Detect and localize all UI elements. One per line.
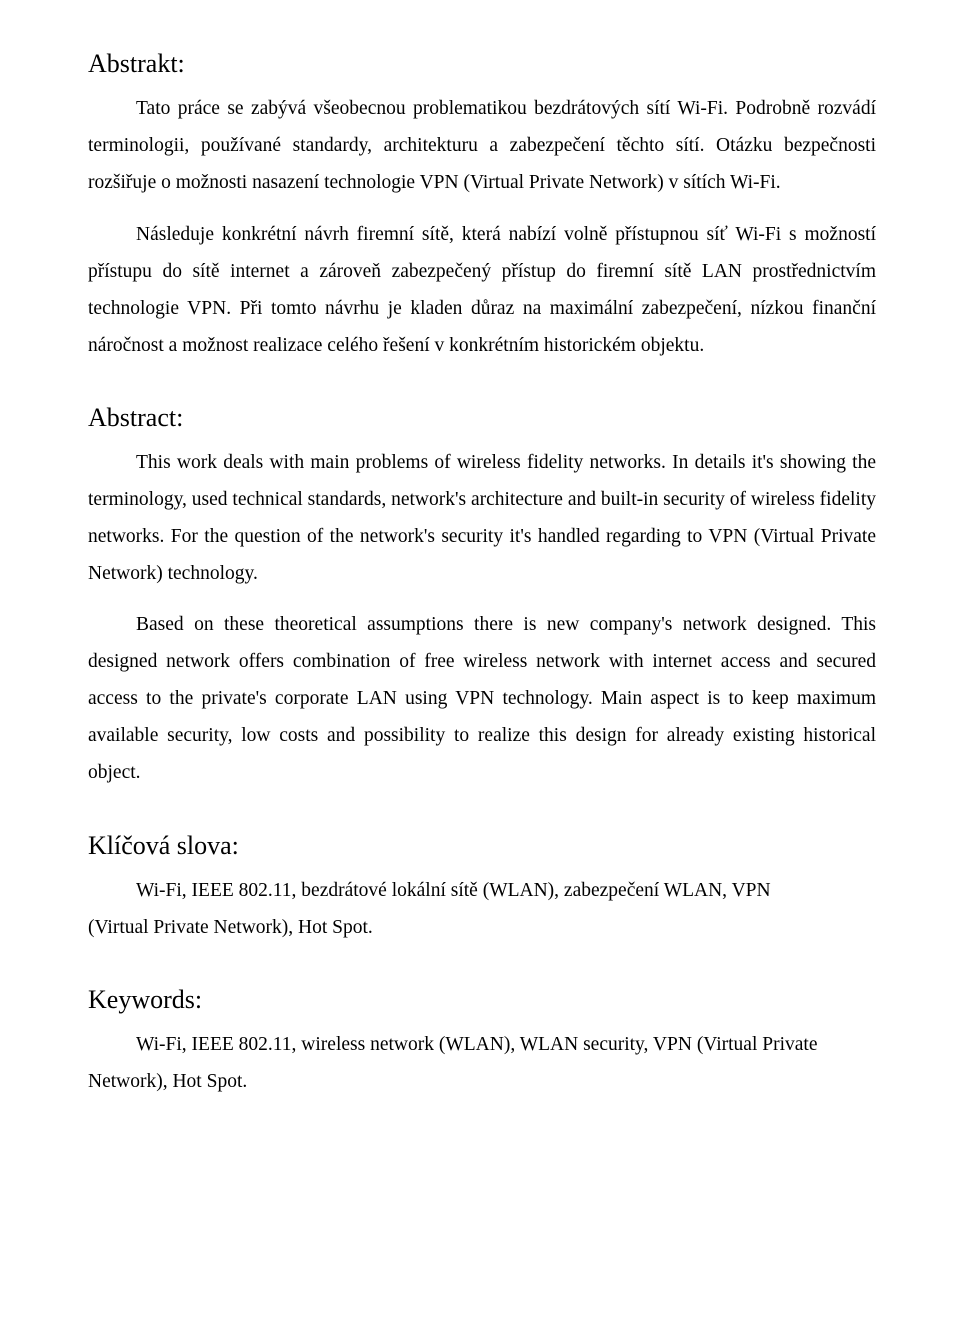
keywords-line: (Virtual Private Network), Hot Spot. (88, 909, 876, 946)
keywords-line: Wi-Fi, IEEE 802.11, wireless network (WL… (88, 1026, 876, 1063)
heading-abstrakt: Abstrakt: (88, 46, 876, 82)
paragraph: Následuje konkrétní návrh firemní sítě, … (88, 216, 876, 364)
paragraph: Tato práce se zabývá všeobecnou problema… (88, 90, 876, 201)
keywords-line: Wi-Fi, IEEE 802.11, bezdrátové lokální s… (88, 872, 876, 909)
paragraph: Based on these theoretical assumptions t… (88, 606, 876, 791)
paragraph: This work deals with main problems of wi… (88, 444, 876, 592)
heading-keywords-en: Keywords: (88, 982, 876, 1018)
heading-abstract: Abstract: (88, 400, 876, 436)
document-page: Abstrakt: Tato práce se zabývá všeobecno… (0, 0, 960, 1337)
keywords-line: Network), Hot Spot. (88, 1063, 876, 1100)
heading-keywords-cz: Klíčová slova: (88, 828, 876, 864)
